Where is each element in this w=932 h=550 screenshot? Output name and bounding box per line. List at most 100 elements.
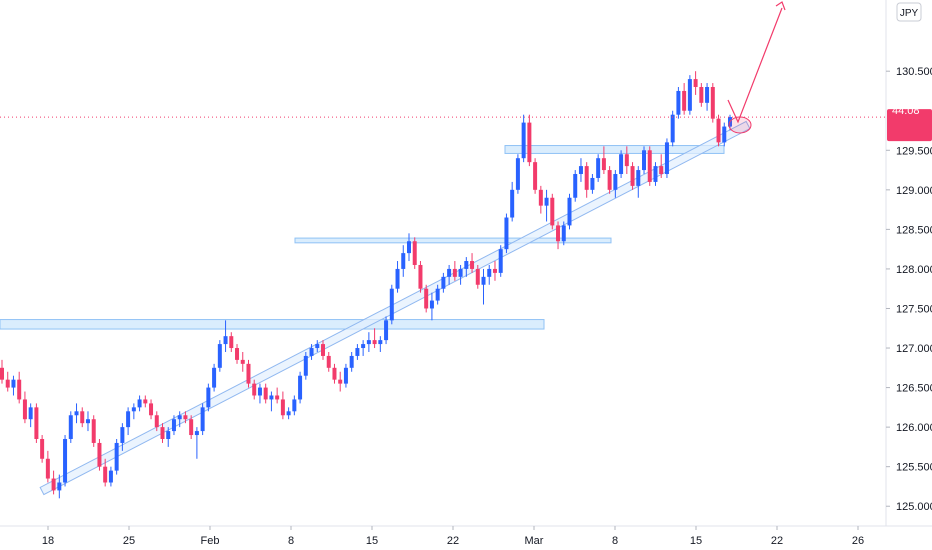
candle-body	[28, 407, 33, 420]
candle-body	[126, 411, 131, 428]
candle-body	[57, 482, 62, 491]
candle-body	[131, 407, 136, 412]
candle-body	[527, 122, 532, 163]
currency-button[interactable]: JPY	[896, 2, 922, 22]
candle-body	[114, 442, 119, 471]
trend-channel	[39, 120, 751, 496]
candle-body	[303, 355, 308, 376]
candle-body	[217, 344, 222, 368]
time-tick-label: 26	[852, 535, 864, 547]
candle-body	[384, 320, 389, 341]
candle-body	[280, 399, 285, 416]
candle-body	[11, 379, 16, 388]
time-tick-label: Feb	[201, 535, 220, 547]
candle-body	[85, 419, 90, 424]
support-zone	[294, 237, 612, 244]
candle-body	[458, 268, 463, 277]
candle-body	[17, 379, 22, 400]
candle-body	[492, 268, 497, 273]
candle-body	[240, 359, 245, 364]
candle-body	[481, 276, 486, 285]
candle-body	[378, 340, 383, 345]
candle-body	[91, 419, 96, 443]
candle-body	[544, 197, 549, 206]
candle-body	[716, 118, 721, 143]
candle-body	[624, 154, 629, 167]
candle-body	[137, 399, 142, 408]
candle-body	[561, 225, 566, 242]
candle-body	[619, 154, 624, 175]
candle-body	[189, 419, 194, 436]
candle-body	[177, 415, 182, 420]
candle-body	[607, 170, 612, 190]
candle-body	[120, 427, 125, 443]
candle-body	[206, 387, 211, 408]
candle-body	[647, 150, 652, 182]
candle-body	[389, 288, 394, 321]
candle-body	[74, 411, 79, 416]
candle-body	[676, 90, 681, 115]
candle-body	[642, 150, 647, 171]
candle-body	[40, 438, 45, 459]
candle-body	[338, 379, 343, 384]
candle-body	[326, 355, 331, 368]
target-marker	[728, 116, 752, 134]
support-zone	[0, 319, 545, 330]
price-tick-label: 129.500	[896, 145, 932, 157]
candle-body	[533, 162, 538, 190]
time-tick-label: 22	[771, 535, 783, 547]
candles	[0, 71, 732, 499]
candle-body	[630, 166, 635, 186]
candle-body	[349, 355, 354, 368]
candle-body	[556, 225, 561, 242]
candle-body	[401, 253, 406, 269]
candle-body	[183, 415, 188, 420]
candle-body	[550, 197, 555, 226]
candle-body	[710, 87, 715, 119]
candle-body	[573, 174, 578, 198]
candle-body	[682, 90, 687, 111]
candle-body	[664, 142, 669, 175]
candle-body	[538, 189, 543, 206]
candle-body	[366, 340, 371, 345]
candle-body	[154, 415, 159, 428]
candle-body	[515, 158, 520, 190]
candle-body	[722, 126, 727, 143]
candle-body	[584, 166, 589, 190]
price-tick-label: 125.000	[896, 501, 932, 513]
candle-body	[5, 379, 10, 388]
candle-body	[687, 79, 692, 111]
price-tick-label: 127.000	[896, 343, 932, 355]
price-tick-label: 130.500	[896, 66, 932, 78]
candle-body	[235, 348, 240, 360]
candle-body	[212, 367, 217, 388]
bar-countdown: 44:08	[892, 105, 920, 117]
candle-body	[160, 427, 165, 439]
candle-body	[487, 268, 492, 277]
candle-body	[699, 87, 704, 103]
candle-body	[292, 399, 297, 412]
price-tick-label: 129.000	[896, 185, 932, 197]
candle-body	[452, 268, 457, 277]
candle-body	[257, 387, 262, 396]
candle-body	[315, 344, 320, 349]
time-tick-label: 15	[690, 535, 702, 547]
candle-body	[659, 166, 664, 175]
candle-body	[441, 276, 446, 289]
candle-body	[418, 264, 423, 289]
candle-body	[229, 336, 234, 349]
candle-body	[498, 249, 503, 273]
candle-body	[321, 344, 326, 356]
candle-body	[424, 288, 429, 309]
last-price-value: 129.920	[892, 91, 932, 103]
candle-body	[447, 268, 452, 277]
candle-body	[22, 399, 27, 420]
candle-body	[475, 268, 480, 285]
candle-body	[470, 261, 475, 269]
candle-body	[343, 367, 348, 384]
trend-channel-band	[39, 120, 751, 496]
time-tick-label: 8	[288, 535, 294, 547]
overlay	[0, 1, 886, 134]
last-price-badge: 129.920 44:08	[887, 91, 932, 142]
